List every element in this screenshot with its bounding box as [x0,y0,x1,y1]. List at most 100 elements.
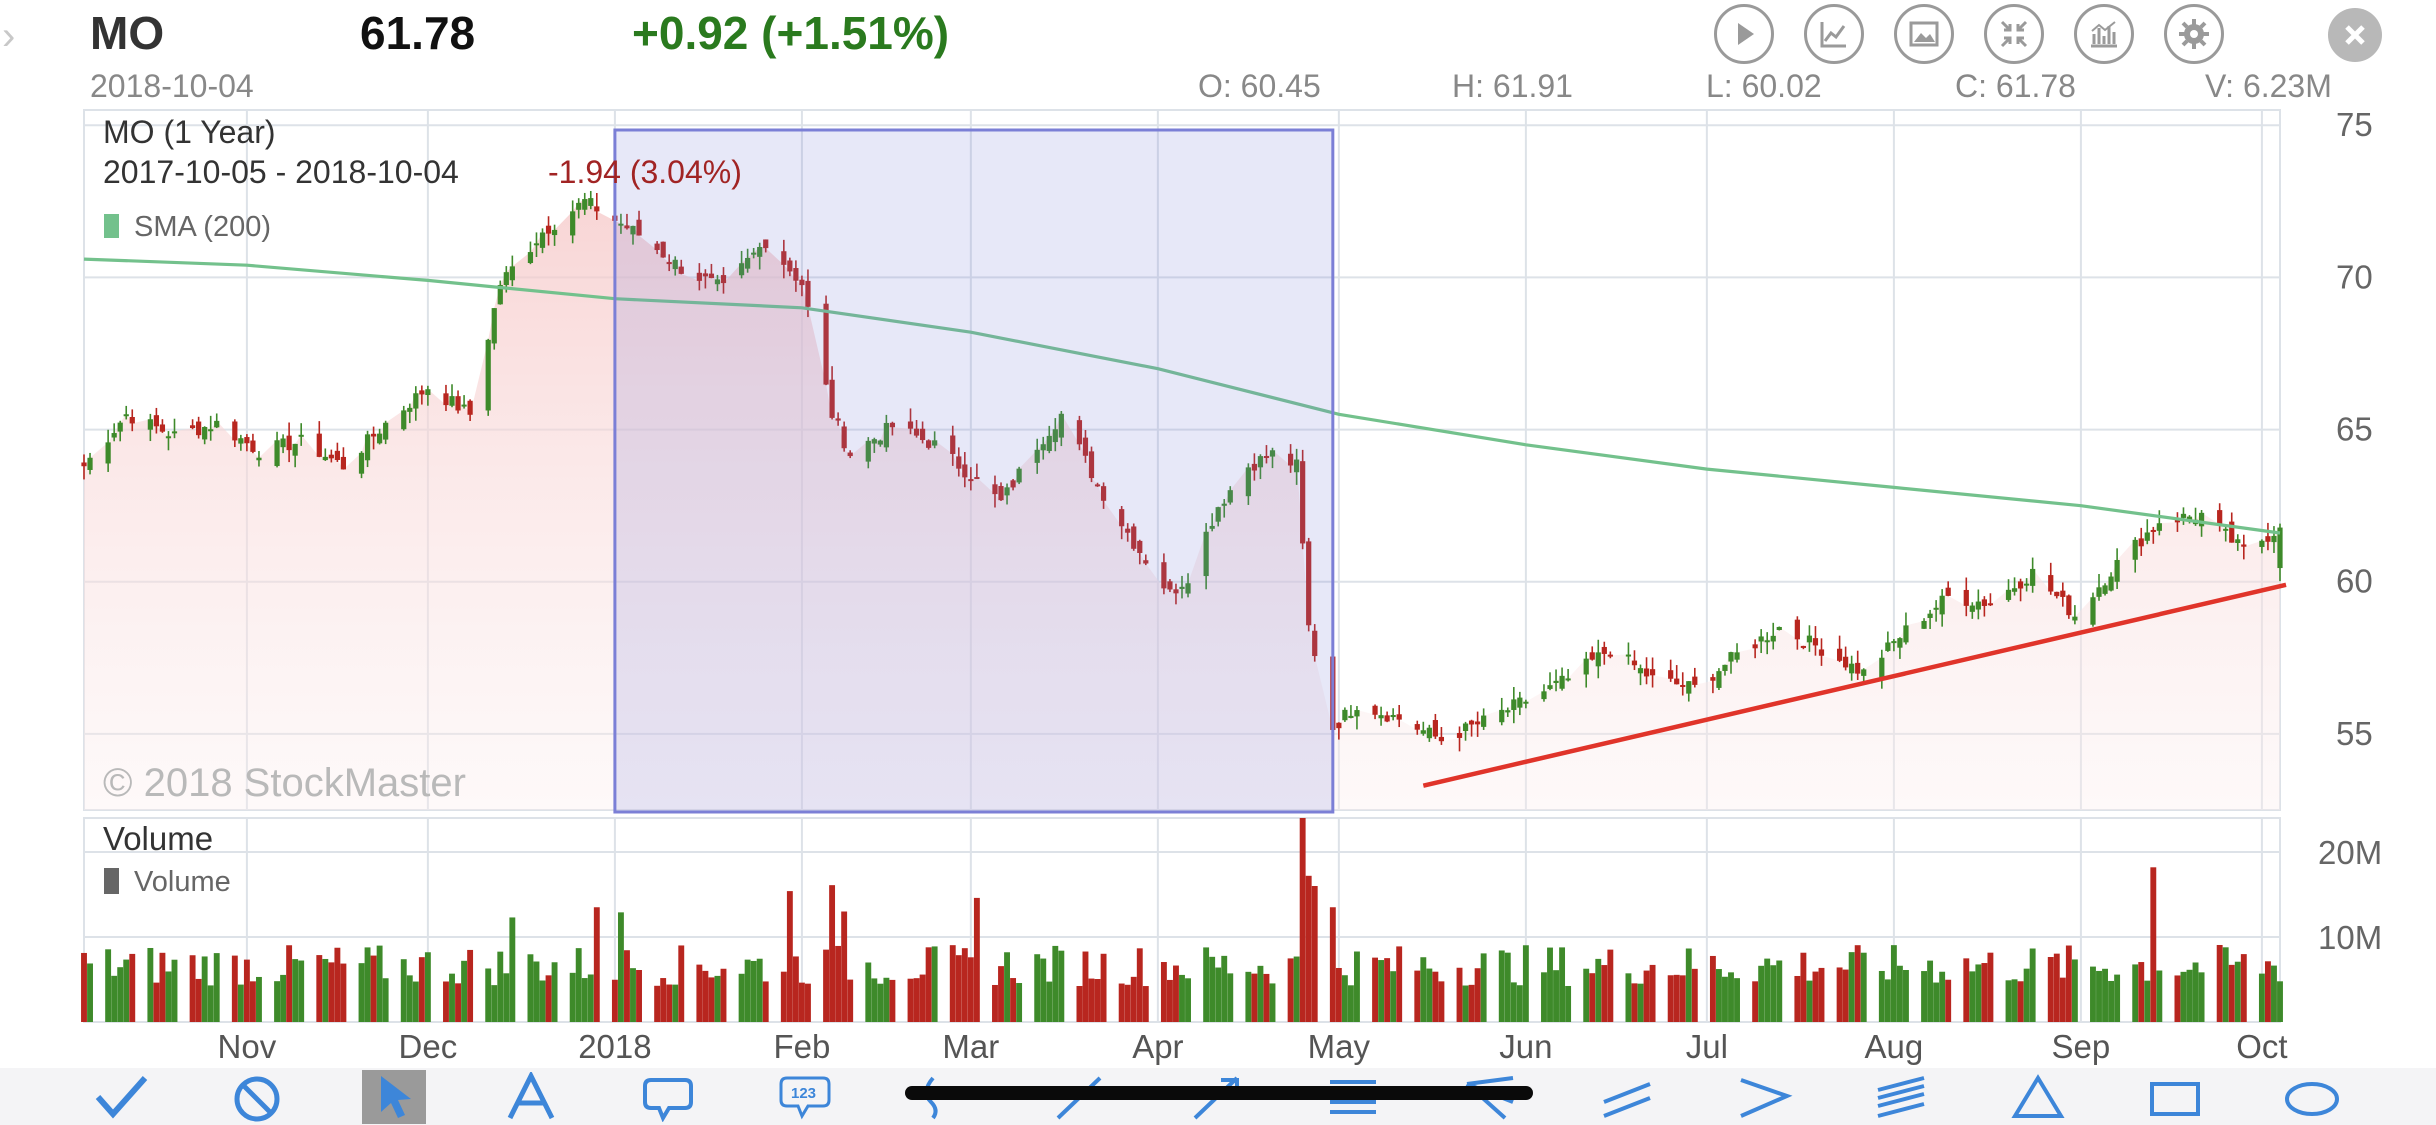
volume-bar [2240,954,2247,1022]
candle-body [974,477,980,480]
candle-body [1052,429,1058,443]
candle-body [2271,535,2277,543]
candle-body [485,339,491,411]
range-change: -1.94 (3.04%) [548,154,742,190]
delete-tool[interactable] [225,1070,289,1124]
candle-body [87,457,93,470]
candle-body [443,393,449,406]
volume-bar [624,950,630,1022]
candle-body [1088,451,1095,479]
collapse-icon [2000,20,2028,48]
volume-bar [189,955,196,1022]
volume-bar [274,981,280,1022]
volume-bar [672,984,679,1022]
volume-bar [249,981,256,1022]
candle-body [1300,461,1306,544]
candle-body [757,246,763,257]
candle-body [2198,512,2205,527]
indicators-icon [2091,21,2117,48]
close-button[interactable] [2328,8,2382,62]
candle-body [883,422,889,448]
candle-body [1167,581,1173,590]
candle-body [1269,450,1276,457]
candle-body [1836,648,1843,661]
volume-bar [2192,962,2199,1022]
volume-bar [1649,964,1656,1022]
triangle-tool[interactable] [2006,1070,2070,1124]
candle-body [1004,487,1010,496]
pointer-tool[interactable] [362,1070,426,1124]
candle-body [208,429,214,432]
volume-bar [1812,971,1819,1022]
play-button[interactable] [1714,4,1774,64]
trendline[interactable] [1422,582,2287,788]
callout-tool[interactable] [636,1070,700,1124]
text-tool[interactable] [499,1070,563,1124]
volume-bar [805,983,811,1022]
volume-bar [575,948,582,1022]
candle-body [1843,656,1849,668]
volume-bar [961,948,968,1022]
volume-bar [931,946,938,1022]
price-chart[interactable]: 75 70 65 60 55 20M 10M Nov Dec 2018 Feb Mar Apr May Ju… [0,0,2436,1068]
volume-bar [2277,981,2283,1022]
number-label-tool[interactable]: 123 [773,1070,837,1124]
parallel-channel-tool[interactable] [1595,1070,1659,1124]
line-chart-button[interactable] [1804,4,1864,64]
candle-body [787,260,793,272]
volume-bar [877,983,884,1022]
chevron-right-icon[interactable]: › [2,14,16,58]
candle-body [214,420,220,428]
high-value: H: 61.91 [1452,68,1573,104]
volume-bar [1076,986,1083,1022]
candle-body [2229,521,2235,543]
candle-body [250,440,256,452]
candle-body [1686,681,1692,694]
image-button[interactable] [1894,4,1954,64]
selection-rectangle[interactable] [613,128,1335,814]
candle-body [576,202,582,210]
ellipse-tool[interactable] [2280,1070,2344,1124]
volume-bar [756,958,763,1022]
volume-bar [708,977,715,1022]
volume-bar [1631,983,1638,1022]
candle-body [2180,513,2187,518]
volume-bar [2186,969,2193,1022]
settings-button[interactable] [2164,4,2224,64]
checkmark-tool[interactable] [90,1070,154,1124]
candle-body [1137,540,1143,553]
candle-body [1094,484,1101,487]
candle-body [2066,595,2072,616]
candle-body [2235,539,2241,544]
fibonacci-tool[interactable] [1869,1070,1933,1124]
indicators-button[interactable] [2074,4,2134,64]
wedge-tool[interactable] [1732,1070,1796,1124]
volume-bar [213,953,220,1022]
candle-body [696,272,702,281]
volume-bar [967,957,974,1022]
volume-bar [171,959,178,1022]
freehand-tool[interactable] [910,1070,974,1124]
volume-bar [1547,947,1553,1022]
rectangle-icon [2150,1082,2200,1116]
candle-body [2024,583,2030,586]
x-tick-label: Dec [399,1028,458,1065]
volume-bar [1040,958,1047,1022]
rectangle-tool[interactable] [2143,1070,2207,1124]
volume-bar [129,953,136,1022]
candle-body [196,421,202,436]
volume-bar [829,885,836,1022]
candle-body [950,435,956,454]
candle-body [1770,635,1776,642]
volume-bar [1890,945,1897,1022]
candle-body [636,219,642,236]
candle-body [932,440,938,446]
candle-body [413,393,419,409]
collapse-button[interactable] [1984,4,2044,64]
volume-bar [871,978,878,1022]
volume-bar [714,975,721,1022]
ellipse-icon [2285,1082,2339,1116]
volume-bar [1166,979,1173,1022]
line-chart-icon [1820,22,1846,48]
volume-bar [2023,968,2030,1022]
